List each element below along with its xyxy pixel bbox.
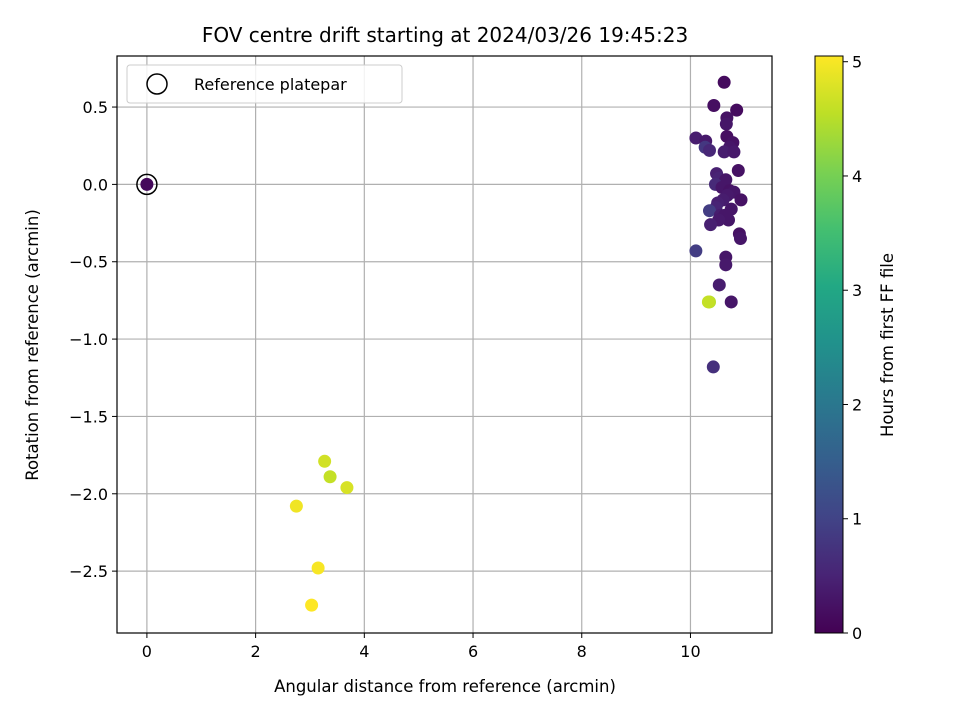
data-points bbox=[140, 75, 748, 612]
colorbar-gradient bbox=[814, 55, 844, 634]
chart-title: FOV centre drift starting at 2024/03/26 … bbox=[202, 23, 688, 47]
scatter-point bbox=[712, 278, 726, 292]
colorbar-tick-label: 5 bbox=[852, 53, 862, 72]
scatter-point bbox=[704, 218, 718, 232]
scatter-point bbox=[733, 232, 747, 246]
x-axis: 0 2 4 6 8 10 bbox=[142, 633, 701, 661]
legend: Reference platepar bbox=[126, 64, 403, 104]
scatter-point bbox=[724, 295, 738, 309]
x-tick-label: 8 bbox=[577, 642, 587, 661]
y-axis-label: Rotation from reference (arcmin) bbox=[23, 209, 42, 481]
colorbar-tick-label: 2 bbox=[852, 395, 862, 414]
y-tick-label: −0.5 bbox=[69, 253, 108, 272]
scatter-point bbox=[689, 244, 703, 258]
x-tick-label: 0 bbox=[142, 642, 152, 661]
colorbar: 0 1 2 3 4 5 Hours from first FF file bbox=[814, 53, 897, 643]
colorbar-tick-label: 1 bbox=[852, 510, 862, 529]
scatter-point bbox=[689, 131, 703, 145]
scatter-point bbox=[702, 204, 716, 218]
y-tick-label: −2.5 bbox=[69, 562, 108, 581]
legend-label: Reference platepar bbox=[194, 75, 347, 94]
colorbar-tick-label: 0 bbox=[852, 624, 862, 643]
scatter-point bbox=[701, 295, 715, 309]
grid bbox=[117, 56, 772, 633]
scatter-point bbox=[717, 75, 731, 89]
colorbar-label: Hours from first FF file bbox=[878, 253, 897, 437]
scatter-point bbox=[305, 598, 319, 612]
scatter-point bbox=[702, 143, 716, 157]
scatter-point bbox=[340, 481, 354, 495]
y-tick-label: −1.5 bbox=[69, 407, 108, 426]
scatter-point bbox=[730, 103, 744, 117]
scatter-point bbox=[311, 561, 325, 575]
scatter-point bbox=[289, 499, 303, 513]
x-tick-label: 6 bbox=[468, 642, 478, 661]
y-tick-label: −2.0 bbox=[69, 485, 108, 504]
scatter-point bbox=[717, 145, 731, 159]
colorbar-tick-label: 3 bbox=[852, 281, 862, 300]
y-tick-label: 0.5 bbox=[83, 98, 108, 117]
x-tick-label: 4 bbox=[359, 642, 369, 661]
plot-frame bbox=[116, 55, 773, 634]
x-tick-label: 10 bbox=[680, 642, 700, 661]
scatter-point bbox=[734, 193, 748, 207]
x-axis-label: Angular distance from reference (arcmin) bbox=[274, 677, 616, 696]
scatter-point bbox=[727, 145, 741, 159]
y-tick-label: −1.0 bbox=[69, 330, 108, 349]
scatter-point bbox=[140, 177, 154, 191]
legend-box bbox=[126, 64, 403, 104]
scatter-point bbox=[318, 454, 332, 468]
y-axis: 0.5 0.0 −0.5 −1.0 −1.5 −2.0 −2.5 bbox=[69, 98, 117, 581]
y-tick-label: 0.0 bbox=[83, 175, 108, 194]
scatter-point bbox=[719, 258, 733, 272]
scatter-point bbox=[719, 117, 733, 131]
scatter-point bbox=[731, 163, 745, 177]
x-tick-label: 2 bbox=[251, 642, 261, 661]
colorbar-tick-label: 4 bbox=[852, 167, 862, 186]
reference-marker bbox=[136, 173, 158, 196]
colorbar-ticks: 0 1 2 3 4 5 bbox=[843, 53, 862, 643]
legend-marker bbox=[146, 73, 168, 95]
scatter-point bbox=[706, 360, 720, 374]
scatter-point bbox=[707, 99, 721, 113]
scatter-point bbox=[323, 470, 337, 484]
scatter-point bbox=[722, 213, 736, 227]
